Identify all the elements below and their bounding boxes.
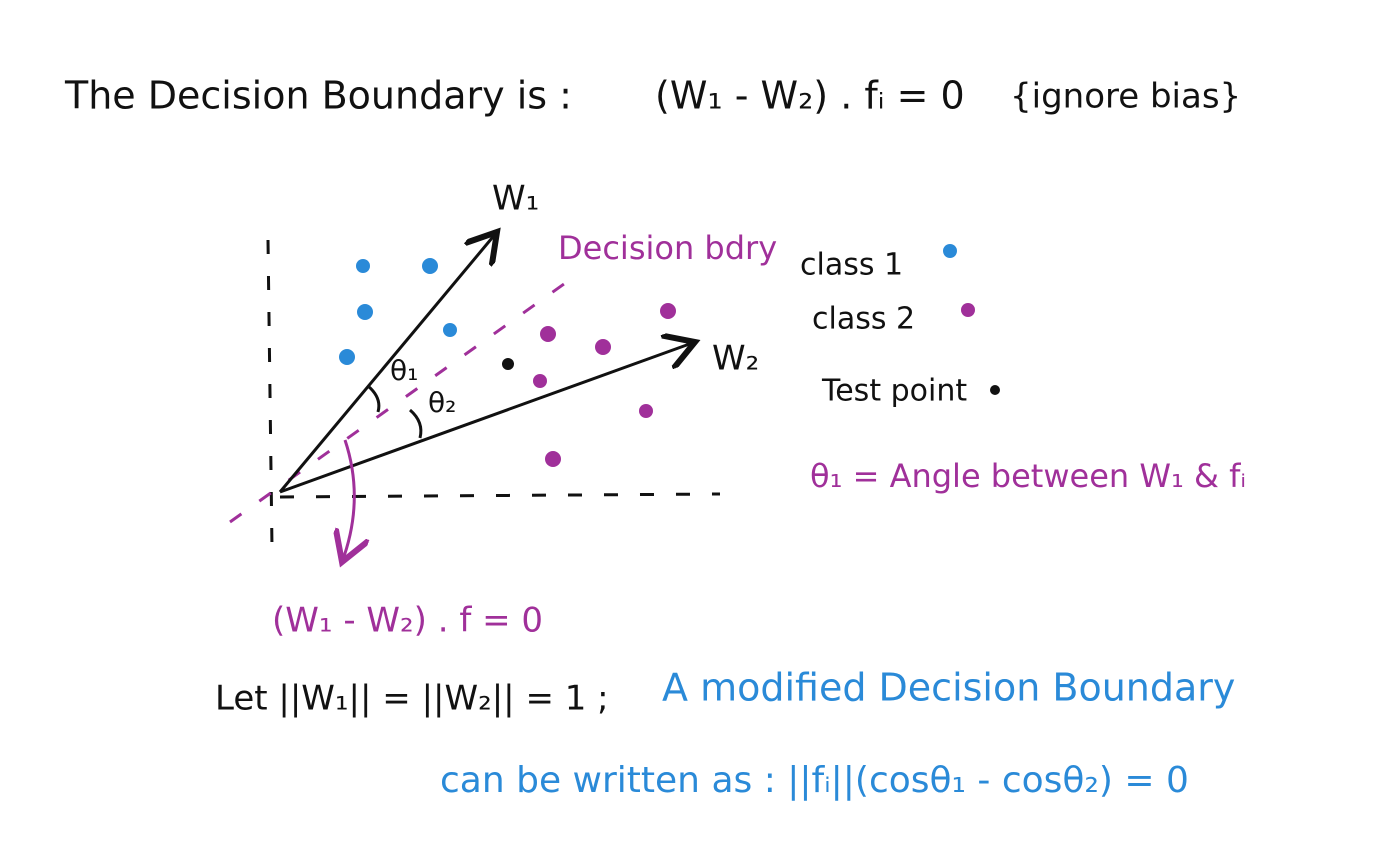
w1-arrow <box>278 232 497 493</box>
legend-test: Test point <box>821 374 967 409</box>
legend-dot <box>961 303 975 317</box>
class2-points <box>533 303 676 467</box>
note: {ignore bias} <box>1010 77 1241 117</box>
pointer-arrow <box>342 439 354 562</box>
test-point <box>502 358 514 370</box>
w2-arrow <box>279 342 695 494</box>
definition: θ₁ = Angle between W₁ & fᵢ <box>810 457 1246 495</box>
legend-class2: class 2 <box>812 302 915 337</box>
boundary-label: Decision bdry <box>558 229 777 267</box>
title: The Decision Boundary is : <box>64 74 572 118</box>
assumption: Let ||W₁|| = ||W₂|| = 1 ; <box>215 679 609 719</box>
class1-points <box>339 258 457 365</box>
theta1: θ₁ <box>390 354 418 387</box>
boundary-equation: (W₁ - W₂) . f = 0 <box>272 601 543 641</box>
statement-1: A modified Decision Boundary <box>662 666 1235 710</box>
w2-label: W₂ <box>712 339 759 379</box>
decision-boundary <box>229 272 579 524</box>
legend-class1: class 1 <box>800 248 903 283</box>
legend-dot <box>943 244 957 258</box>
legend-dot <box>990 385 1000 395</box>
theta2: θ₂ <box>428 386 456 419</box>
theta2-arc <box>408 408 423 439</box>
equation: (W₁ - W₂) . fᵢ = 0 <box>655 74 965 118</box>
w1-label: W₁ <box>492 179 539 219</box>
statement-2: can be written as : ||fᵢ||(cosθ₁ - cosθ₂… <box>440 760 1189 801</box>
axes <box>266 239 721 549</box>
theta1-arc <box>366 384 381 413</box>
